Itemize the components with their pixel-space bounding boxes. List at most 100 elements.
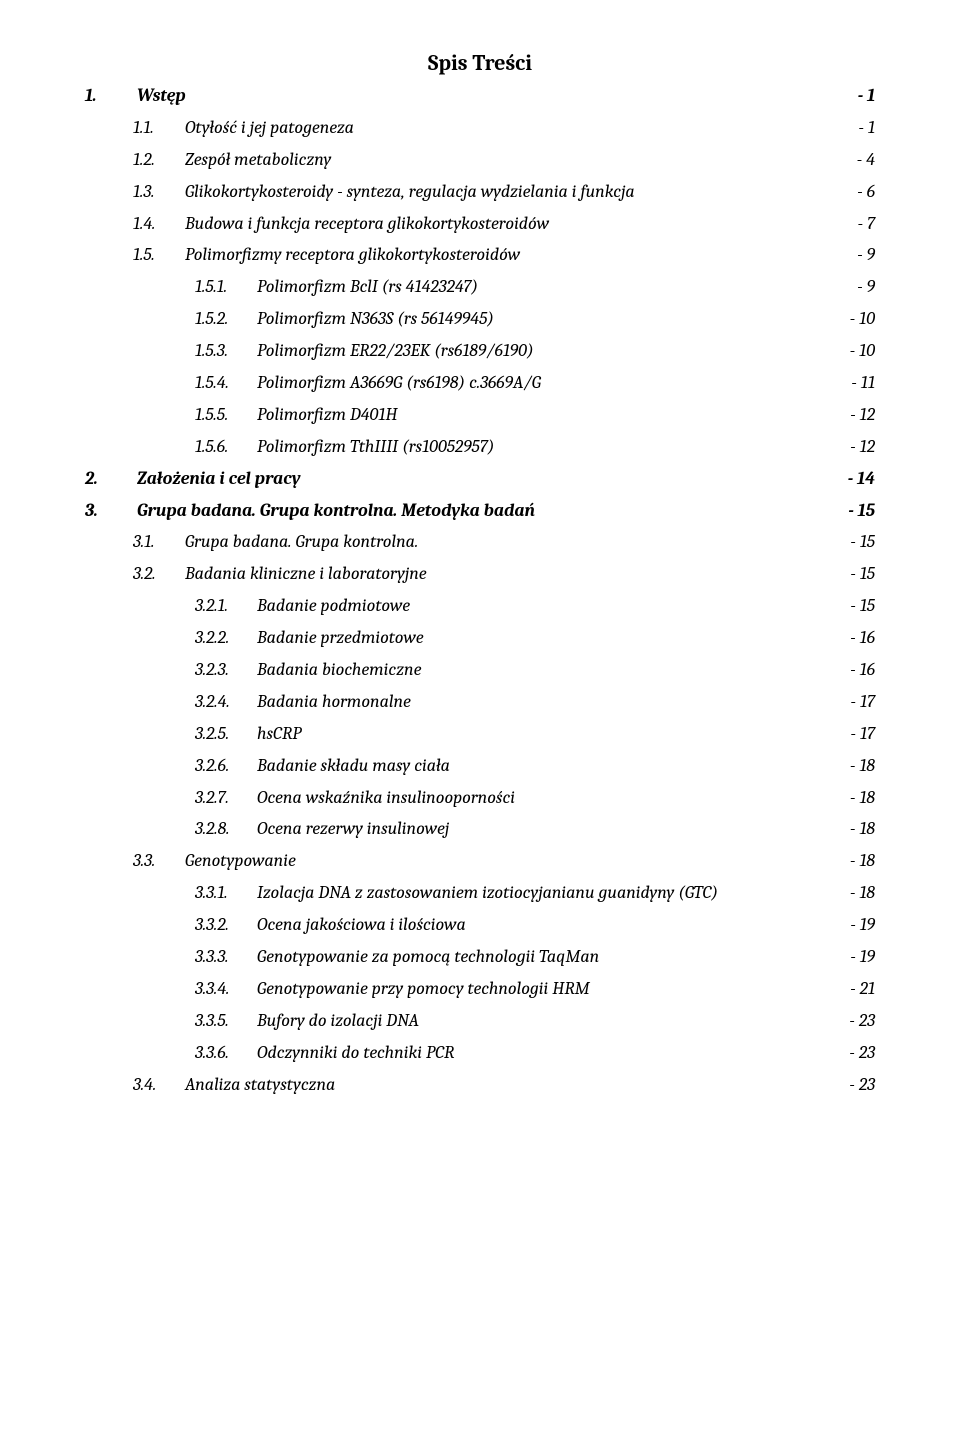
toc-entry-text: Badania kliniczne i laboratoryjne — [185, 563, 427, 584]
toc-entry-text: Polimorfizm TthIIII (rs10052957) — [257, 436, 494, 457]
toc-entry-page: - 16 — [850, 624, 875, 652]
toc-entry-text: Odczynniki do techniki PCR — [257, 1042, 454, 1063]
toc-entry-page: - 7 — [857, 210, 875, 238]
toc-entry-label: 1.5.3.Polimorfizm ER22/23EK (rs6189/6190… — [195, 337, 850, 365]
toc-entry-number: 1.5.6. — [195, 433, 257, 461]
toc-entry-text: Badania hormonalne — [257, 691, 411, 712]
toc-entry-text: Genotypowanie przy pomocy technologii HR… — [257, 978, 590, 999]
toc-entry-page: - 10 — [850, 305, 875, 333]
toc-entry-label: 1.4.Budowa i funkcja receptora glikokort… — [133, 210, 857, 238]
toc-entry-number: 1.5.2. — [195, 305, 257, 333]
toc-entry: 1.5.4.Polimorfizm A3669G (rs6198) c.3669… — [85, 369, 875, 397]
toc-entry-number: 3.3.4. — [195, 975, 257, 1003]
toc-entry-label: 1.Wstęp — [85, 82, 858, 110]
toc-entry: 1.5.1.Polimorfizm BclI (rs 41423247)- 9 — [85, 273, 875, 301]
toc-entry-page: - 19 — [850, 911, 875, 939]
toc-entry-page: - 15 — [848, 497, 875, 525]
toc-entry: 3.2.Badania kliniczne i laboratoryjne- 1… — [85, 560, 875, 588]
toc-entry-text: Genotypowanie za pomocą technologii TaqM… — [257, 946, 599, 967]
toc-entry-page: - 4 — [857, 146, 875, 174]
toc-entry-page: - 23 — [849, 1071, 875, 1099]
toc-page: Spis Treści 1.Wstęp- 11.1.Otyłość i jej … — [0, 0, 960, 1438]
toc-entry-number: 3.3.5. — [195, 1007, 257, 1035]
toc-entry-page: - 18 — [850, 815, 875, 843]
toc-entry-label: 3.2.4.Badania hormonalne — [195, 688, 850, 716]
toc-entry-text: Badanie składu masy ciała — [257, 755, 450, 776]
toc-entry-number: 1.5.4. — [195, 369, 257, 397]
toc-entry-label: 3.2.7.Ocena wskaźnika insulinooporności — [195, 784, 850, 812]
toc-entry: 3.3.6.Odczynniki do techniki PCR- 23 — [85, 1039, 875, 1067]
toc-entry: 2.Założenia i cel pracy- 14 — [85, 465, 875, 493]
toc-entry-label: 3.2.3.Badania biochemiczne — [195, 656, 850, 684]
toc-entry-label: 3.2.5.hsCRP — [195, 720, 850, 748]
toc-entry-text: Założenia i cel pracy — [137, 468, 301, 489]
toc-entry: 3.2.5.hsCRP- 17 — [85, 720, 875, 748]
toc-entry-page: - 9 — [857, 241, 875, 269]
toc-entry: 3.2.1.Badanie podmiotowe- 15 — [85, 592, 875, 620]
toc-entry-label: 1.5.Polimorfizmy receptora glikokortykos… — [133, 241, 857, 269]
toc-entry-number: 3.2.2. — [195, 624, 257, 652]
toc-entry: 3.2.3.Badania biochemiczne- 16 — [85, 656, 875, 684]
toc-entry-label: 3.2.2.Badanie przedmiotowe — [195, 624, 850, 652]
toc-entry-page: - 18 — [850, 784, 875, 812]
toc-entry-page: - 10 — [850, 337, 875, 365]
toc-entry-page: - 15 — [850, 592, 875, 620]
toc-entry-label: 1.5.2.Polimorfizm N363S (rs 56149945) — [195, 305, 850, 333]
toc-entry-number: 3.3.2. — [195, 911, 257, 939]
toc-entry-number: 1.4. — [133, 210, 185, 238]
toc-entry-page: - 12 — [850, 401, 875, 429]
toc-entry-label: 3.3.4.Genotypowanie przy pomocy technolo… — [195, 975, 850, 1003]
toc-entry-number: 1.5.3. — [195, 337, 257, 365]
toc-entry-number: 3.2.3. — [195, 656, 257, 684]
toc-entry-number: 3.2.8. — [195, 815, 257, 843]
toc-entry-number: 3.3.1. — [195, 879, 257, 907]
toc-entry: 3.2.8.Ocena rezerwy insulinowej- 18 — [85, 815, 875, 843]
toc-entry-page: - 18 — [850, 879, 875, 907]
toc-entry-text: Bufory do izolacji DNA — [257, 1010, 419, 1031]
toc-entry-text: Badanie podmiotowe — [257, 595, 410, 616]
toc-entry-page: - 6 — [857, 178, 875, 206]
toc-entry-text: Polimorfizm D401H — [257, 404, 398, 425]
toc-entry-number: 3.3.3. — [195, 943, 257, 971]
toc-entry-label: 1.5.6.Polimorfizm TthIIII (rs10052957) — [195, 433, 850, 461]
toc-entry: 3.2.2.Badanie przedmiotowe- 16 — [85, 624, 875, 652]
toc-entry-label: 3.3.1.Izolacja DNA z zastosowaniem izoti… — [195, 879, 850, 907]
toc-entry-number: 3. — [85, 497, 137, 525]
toc-entry: 3.3.3.Genotypowanie za pomocą technologi… — [85, 943, 875, 971]
toc-entry: 1.5.5.Polimorfizm D401H- 12 — [85, 401, 875, 429]
toc-entry-page: - 1 — [858, 114, 875, 142]
toc-entry-label: 3.3.2.Ocena jakościowa i ilościowa — [195, 911, 850, 939]
toc-entry: 3.2.7.Ocena wskaźnika insulinooporności-… — [85, 784, 875, 812]
toc-entry-page: - 18 — [850, 847, 875, 875]
toc-entry-number: 1.5.1. — [195, 273, 257, 301]
toc-entry-label: 1.2.Zespół metaboliczny — [133, 146, 857, 174]
toc-entry-page: - 23 — [849, 1039, 875, 1067]
toc-entry: 1.3.Glikokortykosteroidy - synteza, regu… — [85, 178, 875, 206]
toc-entry-label: 3.3.5.Bufory do izolacji DNA — [195, 1007, 849, 1035]
toc-entry-label: 3.2.1.Badanie podmiotowe — [195, 592, 850, 620]
toc-entry: 1.Wstęp- 1 — [85, 82, 875, 110]
toc-entry-label: 1.5.1.Polimorfizm BclI (rs 41423247) — [195, 273, 857, 301]
toc-entry: 1.1.Otyłość i jej patogeneza- 1 — [85, 114, 875, 142]
toc-entry-text: Polimorfizm N363S (rs 56149945) — [257, 308, 494, 329]
toc-body: 1.Wstęp- 11.1.Otyłość i jej patogeneza- … — [85, 82, 875, 1099]
toc-entry-label: 3.3.3.Genotypowanie za pomocą technologi… — [195, 943, 850, 971]
toc-entry-number: 3.3.6. — [195, 1039, 257, 1067]
toc-entry-text: Badania biochemiczne — [257, 659, 421, 680]
toc-entry-label: 1.1.Otyłość i jej patogeneza — [133, 114, 858, 142]
toc-entry-text: Polimorfizm ER22/23EK (rs6189/6190) — [257, 340, 534, 361]
toc-entry-label: 3.3.6.Odczynniki do techniki PCR — [195, 1039, 849, 1067]
toc-entry-number: 1.5. — [133, 241, 185, 269]
toc-entry: 3.2.4.Badania hormonalne- 17 — [85, 688, 875, 716]
toc-entry-label: 1.3.Glikokortykosteroidy - synteza, regu… — [133, 178, 857, 206]
toc-entry-label: 3.1.Grupa badana. Grupa kontrolna. — [133, 528, 850, 556]
toc-entry-text: Ocena jakościowa i ilościowa — [257, 914, 466, 935]
toc-entry-label: 3.Grupa badana. Grupa kontrolna. Metodyk… — [85, 497, 848, 525]
toc-entry: 3.3.Genotypowanie- 18 — [85, 847, 875, 875]
toc-entry-label: 2.Założenia i cel pracy — [85, 465, 848, 493]
toc-entry: 3.3.5.Bufory do izolacji DNA- 23 — [85, 1007, 875, 1035]
toc-entry-page: - 15 — [850, 528, 875, 556]
toc-entry-page: - 21 — [850, 975, 875, 1003]
toc-entry-number: 1.5.5. — [195, 401, 257, 429]
toc-entry-label: 1.5.5.Polimorfizm D401H — [195, 401, 850, 429]
